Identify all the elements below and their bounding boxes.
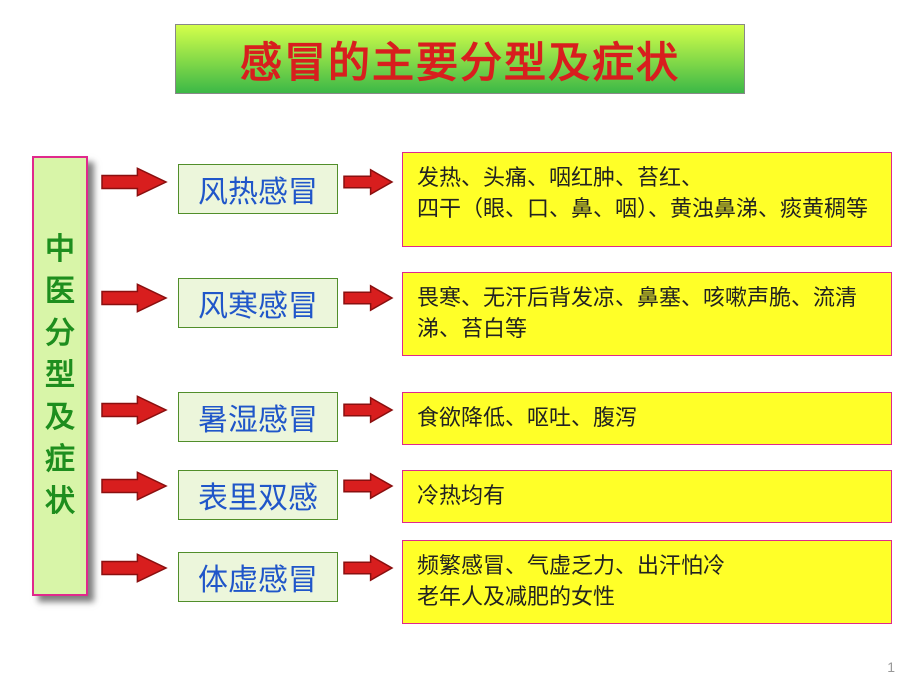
symptom-box: 冷热均有 [402, 470, 892, 523]
arrow-icon [100, 280, 168, 321]
title-text: 感冒的主要分型及症状 [240, 29, 680, 90]
title-box: 感冒的主要分型及症状 [175, 24, 745, 94]
category-label: 表里双感 [198, 473, 318, 517]
left-column-char: 及 [45, 397, 75, 439]
arrow-icon [100, 550, 168, 591]
arrow-icon [100, 468, 168, 509]
left-column-char: 中 [45, 229, 75, 271]
category-label: 风寒感冒 [198, 281, 318, 325]
symptom-box: 频繁感冒、气虚乏力、出汗怕冷 老年人及减肥的女性 [402, 540, 892, 624]
category-box: 暑湿感冒 [178, 392, 338, 442]
arrow-icon [100, 164, 168, 205]
category-box: 体虚感冒 [178, 552, 338, 602]
left-column-char: 症 [45, 439, 75, 481]
left-column: 中医分型及症状 [32, 156, 88, 596]
category-label: 体虚感冒 [198, 555, 318, 599]
category-label: 暑湿感冒 [198, 395, 318, 439]
symptom-box: 发热、头痛、咽红肿、苔红、 四干（眼、口、鼻、咽）、黄浊鼻涕、痰黄稠等 [402, 152, 892, 247]
category-box: 风寒感冒 [178, 278, 338, 328]
arrow-icon [342, 394, 394, 431]
category-label: 风热感冒 [198, 167, 318, 211]
left-column-char: 型 [45, 355, 75, 397]
left-column-char: 医 [45, 271, 75, 313]
symptom-box: 食欲降低、呕吐、腹泻 [402, 392, 892, 445]
arrow-icon [342, 166, 394, 203]
symptom-box: 畏寒、无汗后背发凉、鼻塞、咳嗽声脆、流清涕、苔白等 [402, 272, 892, 356]
category-box: 表里双感 [178, 470, 338, 520]
arrow-icon [342, 552, 394, 589]
arrow-icon [342, 470, 394, 507]
page-number: 1 [887, 659, 895, 675]
category-box: 风热感冒 [178, 164, 338, 214]
left-column-char: 状 [45, 481, 75, 523]
arrow-icon [100, 392, 168, 433]
left-column-char: 分 [45, 313, 75, 355]
arrow-icon [342, 282, 394, 319]
